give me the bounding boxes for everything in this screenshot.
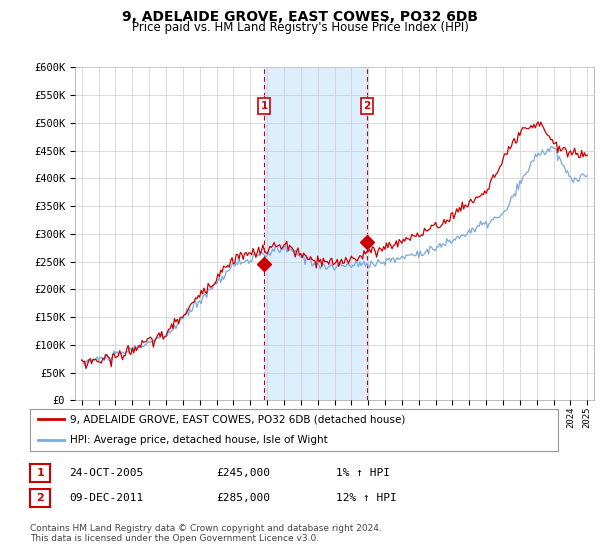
Text: 1: 1 <box>260 101 268 111</box>
Text: 9, ADELAIDE GROVE, EAST COWES, PO32 6DB (detached house): 9, ADELAIDE GROVE, EAST COWES, PO32 6DB … <box>70 414 405 424</box>
Text: £285,000: £285,000 <box>216 493 270 503</box>
Bar <box>264 67 367 400</box>
Text: £245,000: £245,000 <box>216 468 270 478</box>
Text: 24-OCT-2005: 24-OCT-2005 <box>69 468 143 478</box>
Text: 09-DEC-2011: 09-DEC-2011 <box>69 493 143 503</box>
Text: HPI: Average price, detached house, Isle of Wight: HPI: Average price, detached house, Isle… <box>70 435 328 445</box>
Text: 9, ADELAIDE GROVE, EAST COWES, PO32 6DB: 9, ADELAIDE GROVE, EAST COWES, PO32 6DB <box>122 10 478 24</box>
Text: 1: 1 <box>37 468 44 478</box>
Text: 2: 2 <box>37 493 44 503</box>
Text: 1% ↑ HPI: 1% ↑ HPI <box>336 468 390 478</box>
Text: Price paid vs. HM Land Registry's House Price Index (HPI): Price paid vs. HM Land Registry's House … <box>131 21 469 34</box>
Text: 12% ↑ HPI: 12% ↑ HPI <box>336 493 397 503</box>
Text: Contains HM Land Registry data © Crown copyright and database right 2024.
This d: Contains HM Land Registry data © Crown c… <box>30 524 382 543</box>
Text: 2: 2 <box>363 101 370 111</box>
